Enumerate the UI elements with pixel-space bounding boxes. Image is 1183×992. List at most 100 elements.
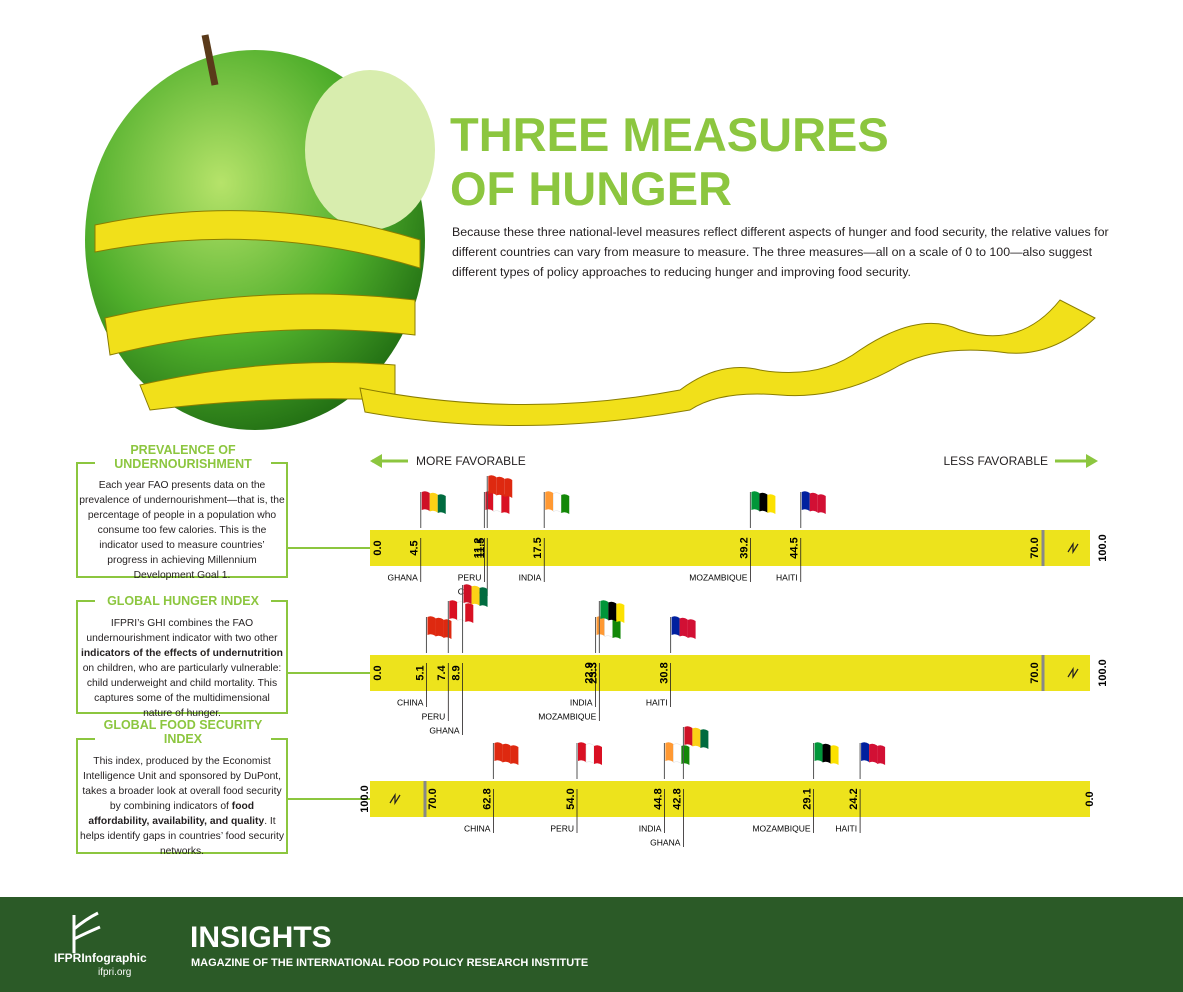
- flag: [682, 726, 709, 779]
- flag: [595, 616, 621, 653]
- scale-bar: [370, 655, 1090, 691]
- flag: [663, 742, 690, 779]
- value-label: 8.9: [450, 665, 462, 680]
- tick-label: 70.0: [1029, 662, 1041, 683]
- flag-stripe: [673, 743, 682, 764]
- flag-stripe: [465, 603, 474, 623]
- apple-illustration: [85, 34, 1096, 430]
- flag-stripe: [679, 617, 688, 638]
- value-label: 44.8: [652, 788, 664, 809]
- flag: [447, 600, 474, 653]
- flag: [543, 491, 570, 528]
- box-text: . It helps identify gaps in countries’ f…: [80, 816, 284, 857]
- flag-stripe: [671, 616, 680, 636]
- flag-stripe: [493, 492, 502, 513]
- flag-stripe: [817, 494, 826, 514]
- value-label: 44.5: [789, 537, 801, 558]
- flag: [598, 600, 625, 653]
- tick-label: 0.0: [372, 665, 384, 680]
- flag-stripe: [463, 584, 472, 604]
- flag-stripe: [809, 492, 818, 513]
- tick-label: 100.0: [359, 785, 371, 813]
- flag-stripe: [504, 478, 513, 498]
- value-label: 22.9: [583, 662, 595, 683]
- flag-stripe: [687, 619, 696, 639]
- footer: IFPRInfographic ifpri.org INSIGHTS MAGAZ…: [0, 897, 1183, 992]
- flag-stripe: [822, 743, 831, 764]
- axis-break: [389, 792, 401, 806]
- country-label: INDIA: [570, 697, 593, 707]
- flag: [486, 475, 513, 528]
- flag-stripe: [830, 745, 839, 765]
- box-text: Each year FAO presents data on the preva…: [79, 480, 285, 581]
- country-label: PERU: [458, 572, 482, 582]
- flag-stripe: [435, 617, 444, 638]
- flag: [800, 491, 826, 528]
- value-label: 42.8: [671, 788, 683, 809]
- axis-break: [1067, 541, 1079, 555]
- value-label: 24.2: [848, 788, 860, 809]
- value-label: 23.3: [587, 662, 599, 683]
- box-text: This index, produced by the Economist In…: [82, 756, 282, 812]
- flag-stripe: [501, 494, 510, 514]
- flag: [483, 491, 510, 528]
- box-title: GLOBAL FOOD SECURITY INDEX: [95, 718, 271, 746]
- tick-label: 100.0: [1097, 659, 1109, 687]
- flag-stripe: [700, 729, 709, 749]
- arrowhead-left: [370, 454, 382, 468]
- flag-stripe: [437, 494, 446, 514]
- tick-label: 100.0: [1097, 534, 1109, 562]
- flag-stripe: [861, 742, 870, 762]
- country-label: GHANA: [388, 572, 419, 582]
- flag: [425, 616, 452, 653]
- box-text: IFPRI’s GHI combines the FAO undernouris…: [86, 618, 278, 644]
- box-title: PREVALENCE OF UNDERNOURISHMENT: [95, 443, 271, 471]
- value-label: 4.5: [409, 540, 421, 555]
- flag: [749, 491, 776, 528]
- scale-bar: [370, 530, 1090, 566]
- country-label: MOZAMBIQUE: [752, 823, 810, 833]
- brand: INSIGHTS: [190, 921, 332, 954]
- flag-stripe: [471, 585, 480, 606]
- flag-stripe: [665, 742, 674, 762]
- logo-icon: [72, 911, 101, 953]
- box-text: indicators of the effects of undernutrit…: [81, 648, 283, 659]
- flag-stripe: [561, 494, 570, 514]
- tick-label: 70.0: [1029, 537, 1041, 558]
- tick-label: 0.0: [372, 540, 384, 555]
- flag-stripe: [578, 742, 586, 762]
- flag-stripe: [692, 727, 701, 748]
- flag-stripe: [869, 743, 878, 764]
- box-text: food affordability, availability, and qu…: [88, 801, 265, 827]
- value-label: 17.5: [532, 537, 544, 558]
- description: Because these three national-level measu…: [452, 225, 1109, 279]
- value-label: 62.8: [481, 788, 493, 809]
- country-label: MOZAMBIQUE: [538, 711, 596, 721]
- flag-stripe: [759, 492, 768, 513]
- tick-label: 70.0: [427, 788, 439, 809]
- flag-stripe: [502, 743, 511, 764]
- country-label: CHINA: [397, 697, 424, 707]
- country-label: MOZAMBIQUE: [689, 572, 747, 582]
- country-label: HAITI: [646, 697, 668, 707]
- flag-stripe: [545, 491, 554, 511]
- flag-stripe: [429, 492, 438, 513]
- title: THREE MEASURES OF HUNGER: [450, 108, 889, 215]
- flag-stripe: [616, 603, 625, 623]
- value-label: 29.1: [801, 788, 813, 809]
- flag: [859, 742, 886, 779]
- flag-stripe: [510, 745, 519, 765]
- flag-stripe: [443, 619, 452, 639]
- flag-stripe: [427, 616, 436, 636]
- flag: [462, 584, 488, 653]
- flag-stripe: [684, 726, 693, 746]
- flag-stripe: [457, 601, 466, 622]
- flag-stripe: [553, 492, 562, 513]
- flag-stripe: [600, 600, 609, 620]
- arrowhead-right: [1086, 454, 1098, 468]
- measure-box: This index, produced by the Economist In…: [76, 738, 288, 857]
- country-label: HAITI: [776, 572, 798, 582]
- flag-stripe: [496, 476, 505, 497]
- country-label: HAITI: [835, 823, 857, 833]
